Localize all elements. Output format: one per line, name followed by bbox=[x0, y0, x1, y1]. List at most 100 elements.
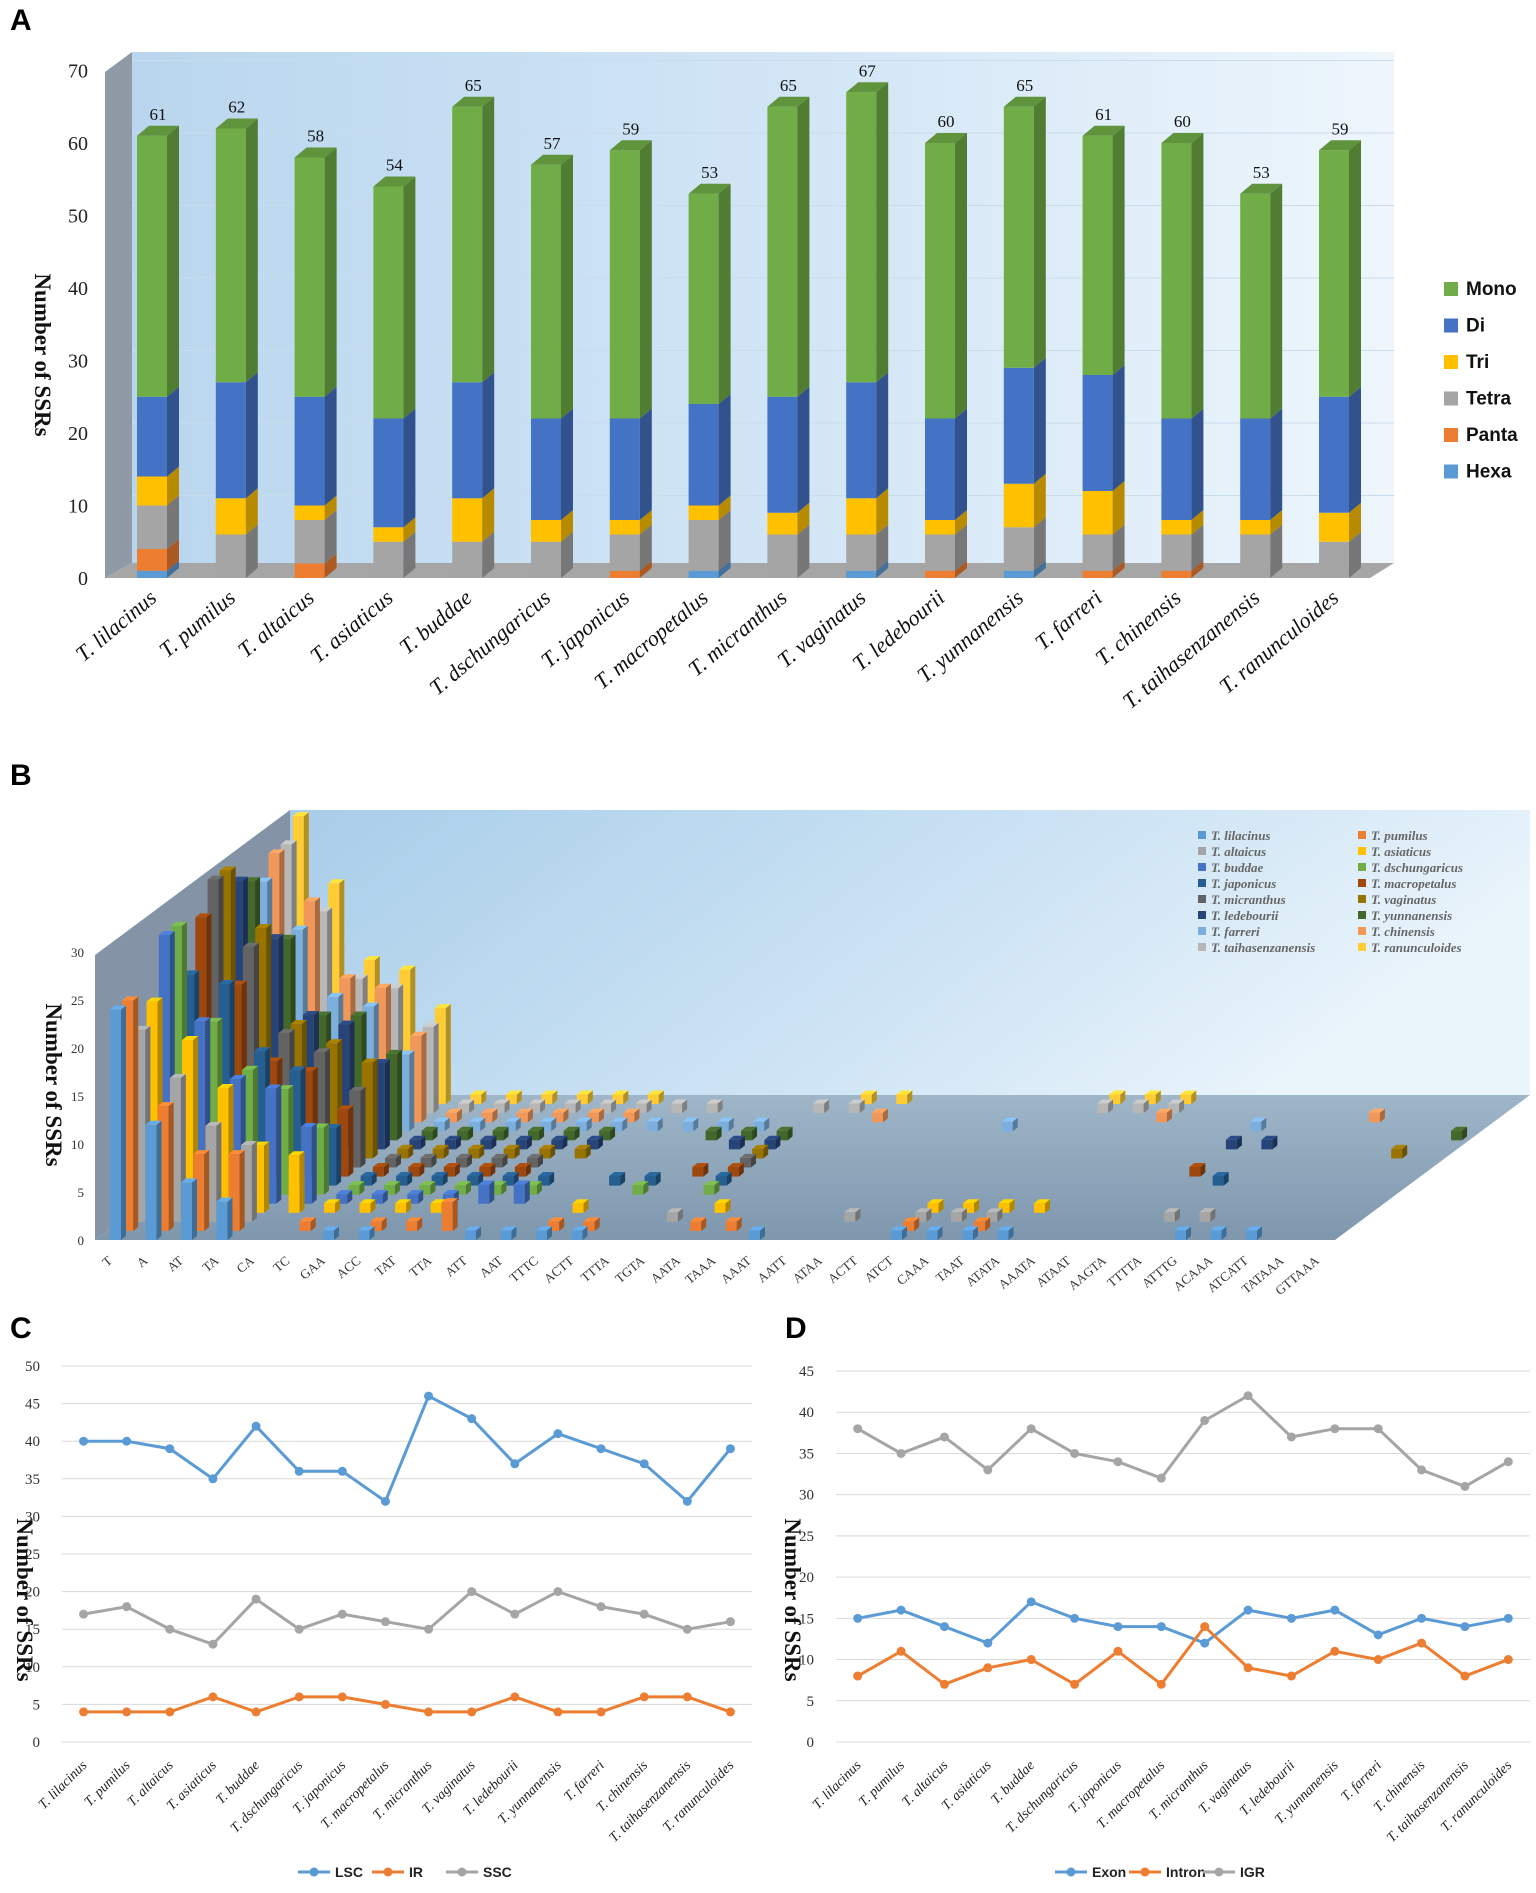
bar-side bbox=[276, 1084, 282, 1204]
bar-top bbox=[110, 1005, 126, 1010]
bar-top bbox=[230, 980, 247, 985]
bar-side bbox=[310, 1217, 316, 1231]
bar-tranunculoides bbox=[470, 1094, 482, 1105]
bar-side bbox=[524, 1180, 530, 1204]
bar-taltaicus bbox=[205, 1125, 217, 1222]
bar-top bbox=[468, 1144, 485, 1149]
bar-top bbox=[398, 1050, 415, 1055]
legend-label-igr: IGR bbox=[1240, 1864, 1265, 1880]
data-label: 53 bbox=[701, 163, 718, 182]
bar-top bbox=[500, 1226, 517, 1231]
bar-tlilacinus bbox=[145, 1124, 157, 1240]
bar-tmacropetalus bbox=[408, 1166, 420, 1177]
bar-top bbox=[538, 1172, 555, 1177]
data-point-exon bbox=[939, 1622, 949, 1632]
bar-tmicranthus bbox=[349, 1090, 361, 1168]
data-point-igr bbox=[896, 1448, 906, 1458]
y-tick-label: 25 bbox=[71, 993, 84, 1008]
bar-tpumilus bbox=[583, 1221, 595, 1231]
bar-side bbox=[394, 1181, 400, 1195]
bar-side bbox=[610, 1126, 616, 1141]
bar-side bbox=[973, 1226, 978, 1240]
bar-top bbox=[502, 1172, 519, 1177]
x-category-label: TAT bbox=[372, 1253, 399, 1279]
bar-side bbox=[465, 1181, 471, 1195]
bar-side bbox=[586, 1117, 592, 1132]
x-category-label: A bbox=[134, 1252, 151, 1270]
bar-top bbox=[1144, 1090, 1161, 1095]
bar-top bbox=[1240, 183, 1283, 194]
bar-tchinensis bbox=[871, 1112, 883, 1123]
legend-swatch bbox=[1198, 879, 1206, 887]
bar-segment-mono bbox=[1003, 106, 1034, 368]
bar-side-tetra bbox=[1349, 531, 1361, 578]
chart-a-y-axis-label: Number of SSRs bbox=[30, 273, 55, 436]
bar-side bbox=[467, 1153, 472, 1168]
bar-top bbox=[444, 1135, 461, 1140]
bar-top bbox=[291, 925, 308, 930]
bar-top bbox=[764, 1135, 781, 1140]
bar-tmicranthus bbox=[243, 946, 254, 1168]
bar-side bbox=[192, 1178, 197, 1240]
data-point-ssc bbox=[682, 1624, 692, 1634]
data-point-ir bbox=[165, 1707, 175, 1717]
data-point-ir bbox=[639, 1692, 649, 1702]
bar-top bbox=[363, 956, 380, 961]
bar-segment-tetra bbox=[1082, 534, 1113, 571]
bar-segment-tri bbox=[1003, 483, 1034, 528]
bar-top bbox=[644, 1172, 661, 1177]
data-label: 65 bbox=[1016, 76, 1033, 95]
bar-side bbox=[1191, 1090, 1197, 1105]
bar-side bbox=[359, 1181, 365, 1195]
bar-tchinensis bbox=[445, 1112, 457, 1123]
bar-top bbox=[740, 1153, 756, 1158]
bar-segment-tetra bbox=[294, 520, 325, 564]
data-label: 61 bbox=[1095, 105, 1112, 124]
bar-side bbox=[914, 1217, 920, 1231]
data-point-igr bbox=[1243, 1391, 1253, 1401]
bar-segment-mono bbox=[609, 150, 640, 419]
bar-top bbox=[370, 1217, 387, 1222]
bar-segment-tetra bbox=[137, 505, 167, 549]
bar-tpumilus bbox=[441, 1202, 453, 1231]
bar-side-tetra bbox=[1270, 524, 1283, 578]
bar-tjaponicus bbox=[502, 1176, 514, 1186]
bar-tbuddae bbox=[371, 1194, 383, 1204]
bar-side-tri bbox=[718, 495, 731, 520]
bar-side-di bbox=[167, 386, 179, 477]
data-point-lsc bbox=[725, 1444, 735, 1454]
bar-top bbox=[776, 1126, 793, 1131]
bar-top bbox=[503, 1144, 520, 1149]
bar-top bbox=[292, 812, 309, 817]
data-point-ssc bbox=[294, 1624, 304, 1634]
bar-side bbox=[1108, 1099, 1114, 1114]
bar-side bbox=[574, 1126, 580, 1141]
y-tick-label: 45 bbox=[799, 1364, 814, 1380]
bar-tjaponicus bbox=[467, 1176, 479, 1186]
bar-top bbox=[299, 1217, 316, 1222]
bar-side-tri bbox=[245, 488, 258, 535]
data-label: 65 bbox=[465, 76, 482, 95]
bar-side bbox=[902, 1226, 907, 1240]
bar-top bbox=[358, 1226, 375, 1231]
bar-tpumilus bbox=[406, 1221, 418, 1231]
bar-side bbox=[693, 1117, 699, 1132]
data-point-exon bbox=[1417, 1613, 1427, 1623]
legend-label: T. ledebourii bbox=[1211, 908, 1279, 923]
bar-tpumilus bbox=[122, 1000, 134, 1231]
bar-top bbox=[848, 1099, 865, 1104]
bar-tpumilus bbox=[370, 1221, 382, 1231]
bar-top bbox=[337, 1105, 354, 1110]
bar-top bbox=[302, 1010, 319, 1015]
bar-side bbox=[479, 1144, 485, 1159]
bar-top bbox=[690, 1217, 707, 1222]
bar-segment-tetra bbox=[452, 541, 483, 578]
bar-tmacropetalus bbox=[337, 1109, 349, 1177]
bar-tvaginatus bbox=[574, 1148, 586, 1159]
data-point-ssc bbox=[122, 1602, 132, 1612]
bar-segment-tri bbox=[688, 505, 719, 520]
data-label: 67 bbox=[859, 61, 877, 80]
bar-top bbox=[467, 1172, 484, 1177]
